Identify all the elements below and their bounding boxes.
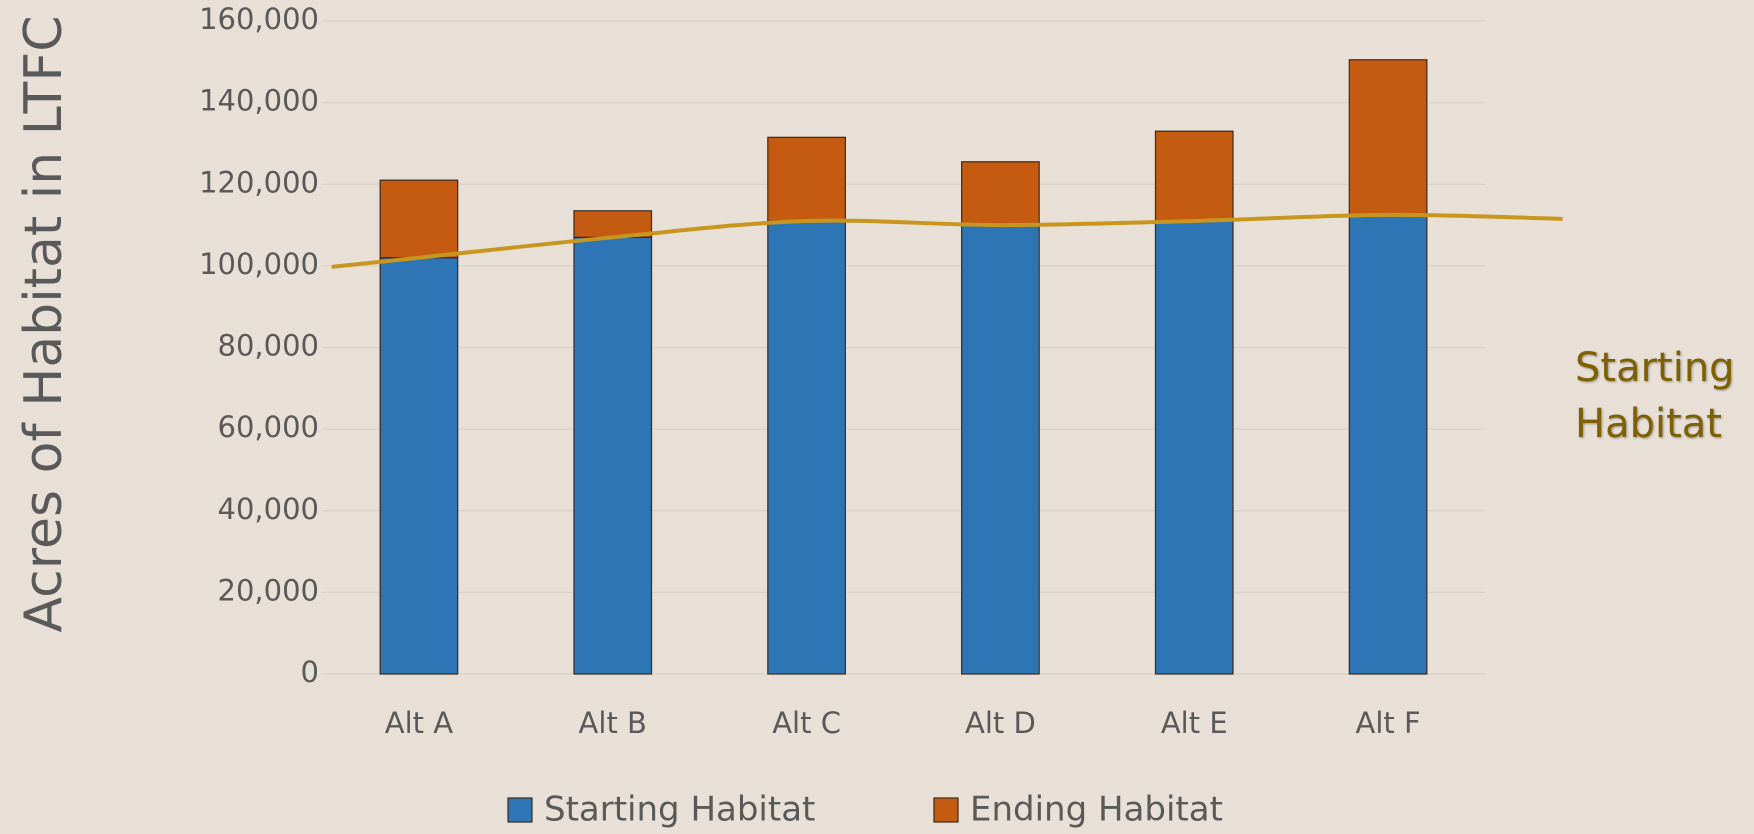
bar-segment <box>1348 214 1428 675</box>
bar-segment <box>379 257 459 675</box>
bar-segment <box>379 179 459 259</box>
bar-segment <box>1348 59 1428 216</box>
legend-label: Starting Habitat <box>544 790 815 830</box>
bar-segment <box>1154 130 1234 222</box>
y-tick-label: 120,000 <box>199 165 319 199</box>
y-tick-label: 40,000 <box>218 492 319 526</box>
bar-segment <box>1154 220 1234 675</box>
y-tick-label: 60,000 <box>218 410 319 444</box>
trend-line <box>331 212 1563 269</box>
x-tick-label: Alt C <box>772 706 841 740</box>
x-tick-label: Alt D <box>965 706 1036 740</box>
y-axis-title: Acres of Habitat in LTFC <box>14 15 74 632</box>
bar-segment <box>961 224 1040 675</box>
bar-segment <box>767 136 846 222</box>
x-tick-label: Alt E <box>1161 706 1228 740</box>
bar-segment <box>767 220 846 675</box>
bar-segment <box>961 161 1040 226</box>
y-tick-label: 160,000 <box>199 2 319 36</box>
bar-segment <box>573 236 653 675</box>
legend-swatch <box>933 797 959 823</box>
y-tick-label: 100,000 <box>199 247 319 281</box>
y-tick-label: 140,000 <box>199 84 319 118</box>
y-tick-label: 20,000 <box>218 573 319 607</box>
y-tick-label: 0 <box>301 655 319 689</box>
x-tick-label: Alt F <box>1355 706 1420 740</box>
x-tick-label: Alt A <box>385 706 453 740</box>
legend-swatch <box>507 797 533 823</box>
legend-label: Ending Habitat <box>970 790 1223 830</box>
y-tick-label: 80,000 <box>218 329 319 363</box>
annotation: Starting Habitat <box>1575 345 1735 447</box>
x-tick-label: Alt B <box>579 706 647 740</box>
